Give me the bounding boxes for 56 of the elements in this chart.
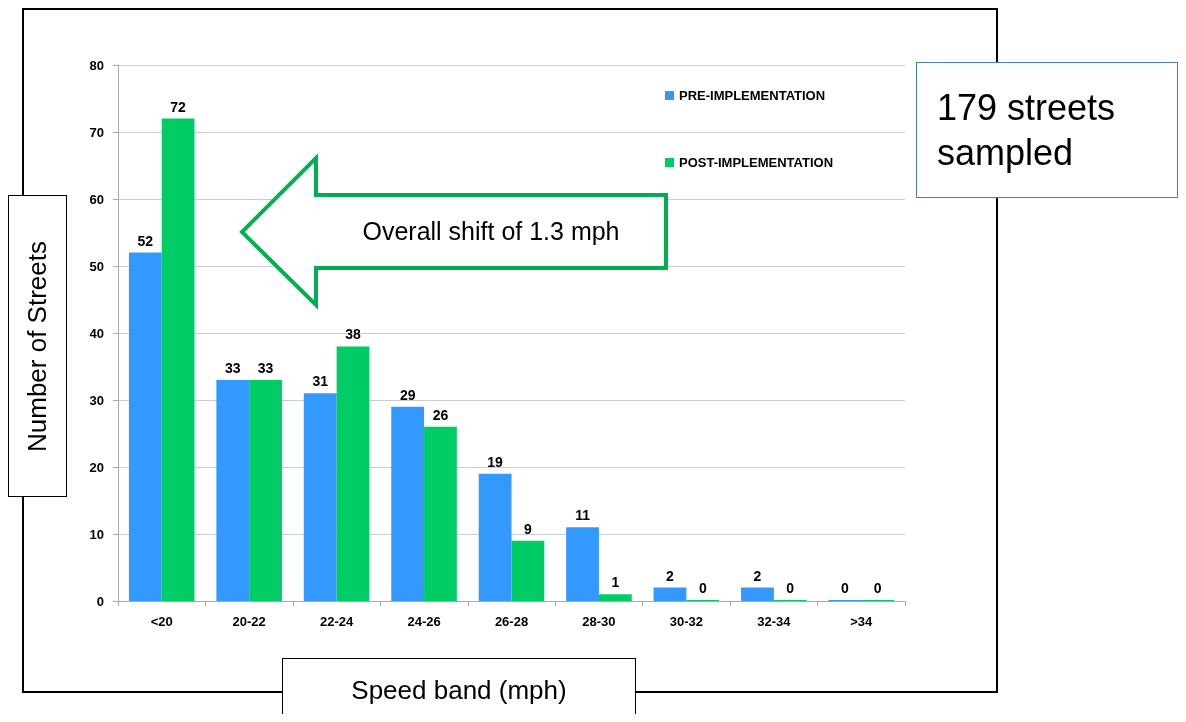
data-label: 2 [666, 567, 675, 584]
x-tick-label: 28-30 [582, 614, 616, 629]
bar [391, 406, 425, 601]
x-tick-label: 32-34 [757, 614, 792, 629]
bar [336, 346, 370, 601]
x-tick-label: 20-22 [232, 614, 266, 629]
data-label: 0 [786, 580, 795, 596]
y-tick-label: 40 [89, 325, 104, 341]
annotation: Overall shift of 1.3 mph [361, 216, 621, 247]
data-label: 38 [345, 326, 361, 343]
bar [566, 527, 599, 601]
bar [598, 594, 632, 601]
data-label: 29 [399, 386, 416, 403]
y-tick-label: 80 [89, 57, 104, 73]
data-label: 26 [432, 406, 449, 423]
bar [478, 473, 512, 601]
data-label: 33 [257, 359, 274, 376]
text: 179 streets sampled [916, 62, 1178, 198]
bar [303, 393, 337, 601]
data-label: 0 [698, 580, 707, 596]
bar [249, 379, 282, 601]
bar [741, 587, 774, 601]
bar [216, 379, 250, 601]
y-tick-label: 20 [89, 459, 104, 475]
legend-label: PRE-IMPLEMENTATION [679, 88, 826, 103]
x-tick-label: 30-32 [669, 614, 704, 629]
data-label: 1 [611, 574, 620, 591]
legend-label: POST-IMPLEMENTATION [679, 155, 834, 170]
y-tick-label: 60 [89, 191, 104, 207]
x-tick-label: >34 [850, 614, 874, 629]
data-label: 2 [753, 567, 762, 584]
data-label: 19 [487, 453, 504, 470]
x-tick-label: 22-24 [319, 614, 355, 629]
x-tick-label: 24-26 [407, 614, 441, 629]
data-label: 31 [312, 373, 329, 390]
x-axis-title: Speed band (mph) [350, 673, 568, 707]
bar [511, 540, 545, 601]
data-label: 0 [873, 580, 882, 596]
data-label: 33 [224, 359, 241, 376]
x-tick-label: <20 [150, 614, 173, 629]
data-label: 52 [137, 232, 154, 249]
y-tick-label: 10 [89, 526, 104, 542]
data-label: 72 [170, 98, 187, 115]
y-tick-label: 0 [96, 593, 104, 609]
y-axis-title: Number of Streets [22, 240, 53, 452]
data-label: 11 [575, 507, 591, 524]
bar [653, 587, 687, 601]
data-label: 0 [840, 580, 849, 596]
y-tick-label: 30 [89, 392, 104, 408]
bar [424, 426, 457, 601]
bar [128, 252, 162, 601]
x-tick-label: 26-28 [494, 614, 529, 629]
y-tick-label: 50 [89, 258, 104, 274]
data-label: 9 [524, 520, 532, 537]
y-tick-label: 70 [89, 124, 104, 140]
bar [161, 118, 195, 601]
